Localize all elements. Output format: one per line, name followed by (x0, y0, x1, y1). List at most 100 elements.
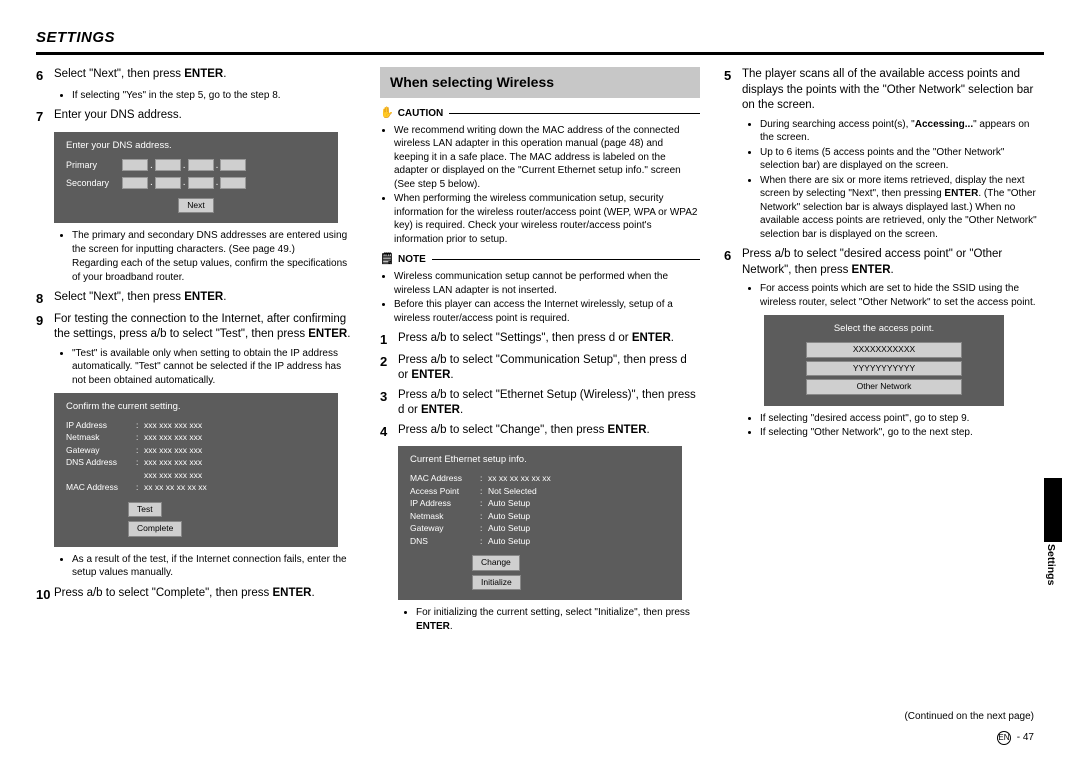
side-tab-label: Settings (1044, 542, 1058, 585)
step-body: For testing the connection to the Intern… (54, 312, 356, 343)
step-number: 10 (36, 586, 54, 604)
bullet-item: If selecting "Other Network", go to the … (760, 426, 1044, 440)
bullet-item: For access points which are set to hide … (760, 282, 1044, 309)
bullet-item: For initializing the current setting, se… (416, 606, 700, 633)
confirm-panel: Confirm the current setting. IP Address:… (54, 393, 338, 547)
bullets: The primary and secondary DNS addresses … (54, 229, 356, 284)
step-text: Enter your DNS address. (54, 108, 356, 126)
step-number: 8 (36, 290, 54, 308)
note-heading: 🗒 NOTE (380, 252, 700, 267)
column-1: 6 Select "Next", then press ENTER. If se… (36, 67, 356, 639)
ip-octet[interactable] (155, 177, 181, 189)
ip-octet[interactable] (188, 159, 214, 171)
bullets: If selecting "Yes" in the step 5, go to … (54, 89, 356, 103)
step-3: 3 Press a/b to select "Ethernet Setup (W… (380, 388, 700, 419)
step-number: 9 (36, 312, 54, 343)
access-point-panel: Select the access point. XXXXXXXXXXX YYY… (764, 315, 1004, 405)
bullet-item: We recommend writing down the MAC addres… (394, 124, 700, 192)
enter-label: ENTER (416, 621, 450, 632)
step-body: Press a/b to select "Communication Setup… (398, 353, 700, 384)
step-2: 2 Press a/b to select "Communication Set… (380, 353, 700, 384)
note-label: NOTE (398, 253, 426, 267)
bullets: If selecting "desired access point", go … (742, 412, 1044, 440)
ethernet-panel: Current Ethernet setup info. MAC Address… (398, 446, 682, 600)
bullet-item: "Test" is available only when setting to… (72, 347, 356, 388)
enter-label: ENTER (608, 424, 647, 436)
step-number: 4 (380, 423, 398, 441)
step-4: 4 Press a/b to select "Change", then pre… (380, 423, 700, 441)
dns-secondary-row: Secondary . . . (66, 176, 326, 190)
dns-panel: Enter your DNS address. Primary . . . Se… (54, 132, 338, 223)
bullet-item: When there are six or more items retriev… (760, 174, 1044, 242)
page-footer: ENEN - 47 - 47 (997, 731, 1034, 745)
enter-label: ENTER (308, 328, 347, 340)
bullet-item: If selecting "Yes" in the step 5, go to … (72, 89, 356, 103)
test-button[interactable]: Test (128, 502, 162, 517)
ip-octet[interactable] (220, 177, 246, 189)
step-tail: . (311, 587, 314, 599)
step-body: Select "Next", then press ENTER. (54, 67, 356, 85)
access-point-item[interactable]: YYYYYYYYYYY (806, 361, 962, 376)
step-number: 6 (36, 67, 54, 85)
step-tail: . (460, 404, 463, 416)
caution-label: CAUTION (398, 107, 444, 121)
ip-octet[interactable] (122, 177, 148, 189)
step-body: Press a/b to select "Ethernet Setup (Wir… (398, 388, 700, 419)
bullets: For initializing the current setting, se… (398, 606, 700, 633)
step-text: For testing the connection to the Intern… (54, 313, 346, 341)
en-icon: EN (997, 731, 1011, 745)
step-text: The player scans all of the available ac… (742, 67, 1044, 114)
step-number: 7 (36, 108, 54, 126)
step-body: Press a/b to select "Change", then press… (398, 423, 700, 441)
complete-button[interactable]: Complete (128, 521, 182, 536)
access-point-item[interactable]: XXXXXXXXXXX (806, 342, 962, 357)
bullet-item: The primary and secondary DNS addresses … (72, 229, 356, 256)
side-tab: Settings (1044, 478, 1062, 598)
step-tail: . (347, 328, 350, 340)
bullet-item: As a result of the test, if the Internet… (72, 553, 356, 580)
step-6: 6 Select "Next", then press ENTER. (36, 67, 356, 85)
ip-octet[interactable] (220, 159, 246, 171)
change-button[interactable]: Change (472, 555, 520, 570)
step-1: 1 Press a/b to select "Settings", then p… (380, 331, 700, 349)
ip-octet[interactable] (155, 159, 181, 171)
bullets: For access points which are set to hide … (742, 282, 1044, 309)
other-network-item[interactable]: Other Network (806, 379, 962, 394)
note-icon: 🗒 (380, 252, 394, 267)
step-text: Press a/b to select "Settings", then pre… (398, 332, 632, 344)
primary-label: Primary (66, 159, 121, 171)
note-bullets: Wireless communication setup cannot be p… (380, 270, 700, 325)
bullets: As a result of the test, if the Internet… (54, 553, 356, 580)
step-tail: . (223, 291, 226, 303)
ip-octet[interactable] (188, 177, 214, 189)
step-5: 5 The player scans all of the available … (724, 67, 1044, 114)
bullet-item: During searching access point(s), "Acces… (760, 118, 1044, 145)
secondary-label: Secondary (66, 177, 121, 189)
panel-title: Enter your DNS address. (66, 140, 326, 153)
bullet-tail: . (450, 621, 453, 632)
next-button[interactable]: Next (178, 198, 213, 213)
bullet-text: For initializing the current setting, se… (416, 607, 690, 618)
step-number: 6 (724, 247, 742, 278)
content-columns: 6 Select "Next", then press ENTER. If se… (36, 67, 1044, 639)
step-body: Press a/b to select "Settings", then pre… (398, 331, 700, 349)
caution-icon: ✋ (380, 106, 394, 121)
bullet-item: Before this player can access the Intern… (394, 298, 700, 325)
step-6c: 6 Press a/b to select "desired access po… (724, 247, 1044, 278)
initialize-button[interactable]: Initialize (472, 575, 521, 590)
column-2: When selecting Wireless ✋ CAUTION We rec… (380, 67, 700, 639)
step-text: Select "Next", then press (54, 291, 184, 303)
dns-primary-row: Primary . . . (66, 159, 326, 173)
enter-label: ENTER (632, 332, 671, 344)
step-8: 8 Select "Next", then press ENTER. (36, 290, 356, 308)
ip-octet[interactable] (122, 159, 148, 171)
step-tail: . (223, 68, 226, 80)
step-text: Select "Next", then press (54, 68, 184, 80)
panel-title: Current Ethernet setup info. (410, 454, 670, 467)
step-number: 3 (380, 388, 398, 419)
step-body: Press a/b to select "desired access poin… (742, 247, 1044, 278)
continued-label: (Continued on the next page) (904, 710, 1034, 724)
bullets: During searching access point(s), "Acces… (742, 118, 1044, 242)
column-3: 5 The player scans all of the available … (724, 67, 1044, 639)
bullet-item: Wireless communication setup cannot be p… (394, 270, 700, 297)
